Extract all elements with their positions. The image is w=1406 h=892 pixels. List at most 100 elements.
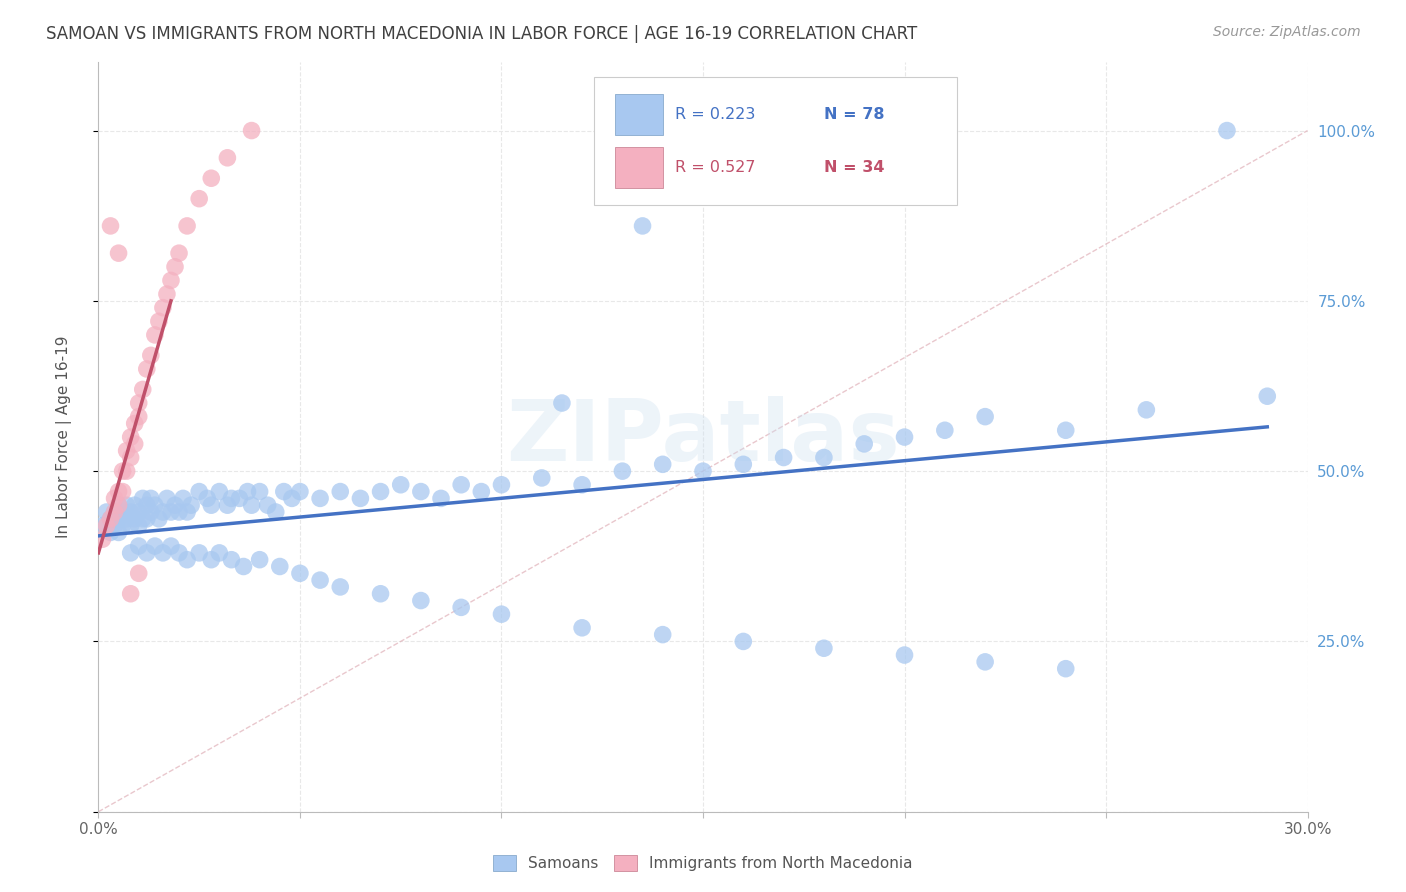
Point bbox=[163, 260, 186, 274]
Point bbox=[135, 512, 157, 526]
Point bbox=[115, 443, 138, 458]
Point bbox=[128, 518, 150, 533]
Point bbox=[491, 607, 513, 622]
Point bbox=[530, 471, 553, 485]
Point bbox=[135, 498, 157, 512]
Point bbox=[91, 533, 114, 547]
Point bbox=[156, 491, 179, 506]
Point bbox=[124, 512, 146, 526]
Point bbox=[132, 491, 155, 506]
Point bbox=[200, 552, 222, 566]
Point bbox=[733, 634, 755, 648]
Point bbox=[188, 192, 211, 206]
Point bbox=[115, 498, 138, 512]
Point bbox=[450, 477, 472, 491]
Point bbox=[208, 484, 231, 499]
Legend: Samoans, Immigrants from North Macedonia: Samoans, Immigrants from North Macedonia bbox=[485, 847, 921, 879]
Point bbox=[120, 587, 142, 601]
Point bbox=[176, 219, 198, 233]
Point bbox=[135, 546, 157, 560]
Point bbox=[273, 484, 295, 499]
Point bbox=[389, 477, 412, 491]
Point bbox=[934, 423, 956, 437]
Point bbox=[139, 505, 162, 519]
Point bbox=[409, 593, 432, 607]
Point bbox=[249, 552, 271, 566]
Point bbox=[200, 498, 222, 512]
Point bbox=[128, 566, 150, 581]
Point bbox=[631, 219, 654, 233]
Point bbox=[111, 518, 134, 533]
Point bbox=[107, 525, 129, 540]
Point bbox=[772, 450, 794, 465]
Point bbox=[139, 348, 162, 362]
Point bbox=[200, 171, 222, 186]
Point bbox=[120, 505, 142, 519]
FancyBboxPatch shape bbox=[614, 95, 664, 136]
Point bbox=[813, 450, 835, 465]
Point bbox=[430, 491, 453, 506]
Point bbox=[264, 505, 287, 519]
Point bbox=[120, 546, 142, 560]
Point bbox=[100, 525, 122, 540]
Point bbox=[152, 505, 174, 519]
FancyBboxPatch shape bbox=[595, 78, 957, 205]
Point bbox=[124, 437, 146, 451]
Point bbox=[111, 464, 134, 478]
Point bbox=[139, 491, 162, 506]
Point bbox=[733, 458, 755, 472]
Point bbox=[103, 505, 125, 519]
Point bbox=[96, 518, 118, 533]
Point bbox=[269, 559, 291, 574]
Text: R = 0.527: R = 0.527 bbox=[675, 160, 755, 175]
Point bbox=[612, 464, 634, 478]
Point bbox=[103, 491, 125, 506]
Point bbox=[240, 498, 263, 512]
Point bbox=[1256, 389, 1278, 403]
Text: Source: ZipAtlas.com: Source: ZipAtlas.com bbox=[1213, 25, 1361, 39]
Point bbox=[111, 484, 134, 499]
Point bbox=[167, 246, 190, 260]
Point bbox=[143, 539, 166, 553]
Point bbox=[120, 518, 142, 533]
Point bbox=[974, 409, 997, 424]
Point bbox=[167, 505, 190, 519]
Point bbox=[115, 512, 138, 526]
Point bbox=[91, 518, 114, 533]
Point bbox=[1216, 123, 1239, 137]
Point bbox=[1054, 423, 1077, 437]
Point bbox=[470, 484, 492, 499]
Point bbox=[195, 491, 218, 506]
Point bbox=[813, 641, 835, 656]
Point bbox=[853, 437, 876, 451]
Point bbox=[128, 539, 150, 553]
Point bbox=[288, 484, 311, 499]
Point bbox=[1054, 662, 1077, 676]
Point bbox=[163, 498, 186, 512]
Point bbox=[221, 552, 243, 566]
Point bbox=[491, 477, 513, 491]
Point bbox=[370, 484, 392, 499]
Point bbox=[188, 546, 211, 560]
Point bbox=[329, 484, 352, 499]
Point bbox=[176, 552, 198, 566]
Point bbox=[329, 580, 352, 594]
Point bbox=[256, 498, 278, 512]
Point bbox=[309, 573, 332, 587]
Point bbox=[240, 123, 263, 137]
Point bbox=[107, 484, 129, 499]
Text: N = 34: N = 34 bbox=[824, 160, 884, 175]
Point bbox=[128, 505, 150, 519]
Point bbox=[370, 587, 392, 601]
Point bbox=[692, 464, 714, 478]
Point bbox=[135, 362, 157, 376]
Point bbox=[221, 491, 243, 506]
Point bbox=[309, 491, 332, 506]
Point bbox=[651, 627, 673, 641]
Point bbox=[1135, 402, 1157, 417]
Point bbox=[152, 546, 174, 560]
Point bbox=[217, 151, 239, 165]
Point bbox=[100, 512, 122, 526]
Point bbox=[409, 484, 432, 499]
Point bbox=[450, 600, 472, 615]
